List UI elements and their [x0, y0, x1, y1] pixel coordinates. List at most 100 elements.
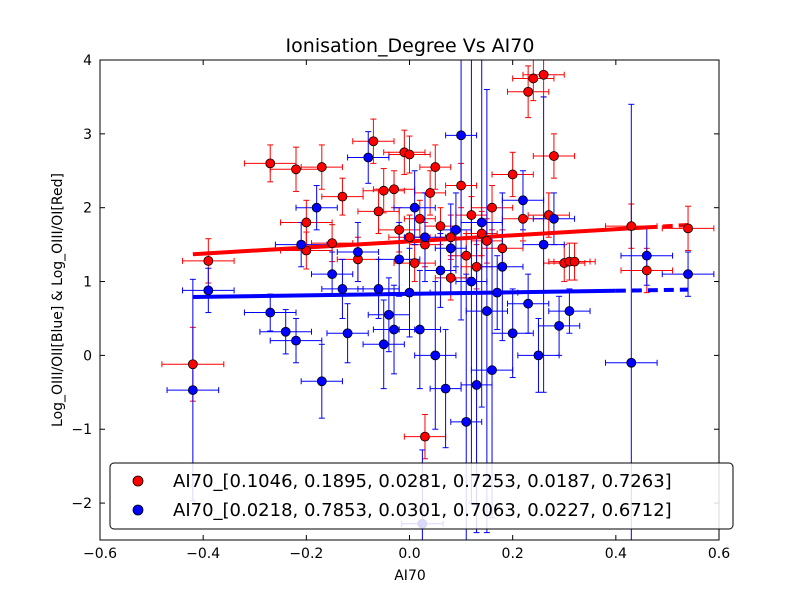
- data-point: [363, 152, 374, 163]
- data-point: [523, 86, 534, 97]
- data-point: [301, 217, 312, 228]
- data-point: [497, 261, 508, 272]
- data-point: [409, 258, 420, 268]
- series-layer: [161, 60, 715, 540]
- data-point: [626, 221, 637, 232]
- x-tick-label: −0.6: [83, 546, 117, 562]
- data-point: [481, 236, 492, 246]
- data-point: [368, 136, 379, 147]
- y-tick-label: 0: [83, 348, 92, 364]
- data-point: [451, 224, 461, 235]
- data-point: [342, 328, 353, 339]
- data-point: [497, 243, 508, 254]
- data-point: [492, 287, 503, 298]
- legend-box: [109, 462, 734, 530]
- legend-marker-red: [132, 475, 144, 487]
- data-point: [445, 232, 456, 243]
- fit-line-solid: [192, 288, 616, 300]
- data-point: [641, 265, 652, 276]
- data-point: [420, 431, 430, 442]
- y-tick-label: 3: [83, 127, 92, 143]
- data-point: [404, 232, 415, 243]
- data-point: [523, 298, 534, 309]
- data-point: [203, 285, 214, 296]
- data-point: [538, 239, 549, 250]
- data-point: [507, 169, 518, 180]
- data-point: [641, 250, 652, 261]
- data-point: [373, 284, 384, 294]
- data-point: [291, 335, 301, 346]
- y-tick-label: 2: [83, 201, 92, 217]
- data-point: [626, 357, 637, 368]
- data-point: [187, 359, 198, 370]
- data-point: [383, 309, 394, 320]
- x-tick-label: −0.2: [289, 546, 323, 562]
- data-point: [378, 185, 389, 196]
- data-point: [296, 239, 307, 250]
- y-tick-label: −2: [71, 496, 92, 512]
- data-point: [409, 202, 420, 213]
- data-point: [518, 195, 528, 206]
- data-point: [528, 73, 539, 84]
- data-point: [316, 162, 327, 172]
- data-point: [394, 254, 405, 265]
- data-point: [404, 287, 415, 298]
- x-tick-label: 0.0: [398, 546, 420, 562]
- data-point: [440, 383, 451, 394]
- data-point: [337, 191, 348, 202]
- data-point: [487, 202, 497, 213]
- data-point: [311, 202, 322, 213]
- data-point: [554, 320, 564, 331]
- data-point: [327, 269, 338, 280]
- data-point: [456, 130, 466, 141]
- data-point: [461, 416, 472, 427]
- data-point: [445, 243, 456, 254]
- legend-marker-blue: [132, 504, 144, 516]
- x-axis: −0.6 −0.4 −0.2 0.0 0.2 0.4 0.6: [83, 60, 730, 562]
- data-point: [507, 328, 518, 339]
- data-point: [414, 213, 425, 224]
- data-point: [187, 385, 198, 395]
- data-point: [466, 210, 477, 220]
- data-point: [389, 324, 399, 335]
- data-point: [471, 261, 482, 272]
- x-tick-label: −0.4: [186, 546, 220, 562]
- fit-line-solid: [192, 225, 647, 257]
- data-point: [487, 365, 497, 376]
- data-point: [394, 224, 405, 235]
- data-point: [456, 180, 466, 191]
- data-point: [430, 350, 441, 361]
- data-point: [476, 217, 487, 228]
- y-axis: −2 −1 0 1 2 3 4: [71, 53, 719, 512]
- data-point: [481, 306, 492, 316]
- data-point: [549, 151, 559, 161]
- y-tick-label: 4: [83, 53, 92, 69]
- data-point: [414, 324, 425, 335]
- data-point: [569, 256, 580, 267]
- data-point: [316, 376, 327, 387]
- data-point: [378, 339, 389, 350]
- legend-label-blue: AI70_[0.0218, 0.7853, 0.0301, 0.7063, 0.…: [173, 500, 672, 521]
- data-point: [265, 307, 276, 318]
- data-point: [471, 380, 482, 390]
- data-point: [327, 238, 338, 249]
- y-axis-label: Log_OIII/OII[Blue] & Log_OIII/OI[Red]: [50, 173, 66, 427]
- y-tick-label: 1: [83, 275, 92, 291]
- data-point: [291, 164, 301, 175]
- legend: AI70_[0.1046, 0.1895, 0.0281, 0.7253, 0.…: [109, 462, 734, 530]
- data-point: [389, 184, 399, 195]
- y-tick-label: −1: [71, 422, 92, 438]
- data-point: [420, 232, 430, 243]
- x-axis-label: AI70: [394, 568, 426, 584]
- data-point: [430, 162, 441, 172]
- data-point: [353, 247, 363, 257]
- data-point: [538, 69, 549, 80]
- data-point: [445, 272, 456, 283]
- x-tick-label: 0.4: [605, 546, 627, 562]
- data-point: [466, 276, 477, 287]
- data-point: [518, 213, 528, 224]
- data-point: [203, 255, 214, 266]
- data-point: [683, 223, 693, 234]
- data-point: [461, 250, 472, 261]
